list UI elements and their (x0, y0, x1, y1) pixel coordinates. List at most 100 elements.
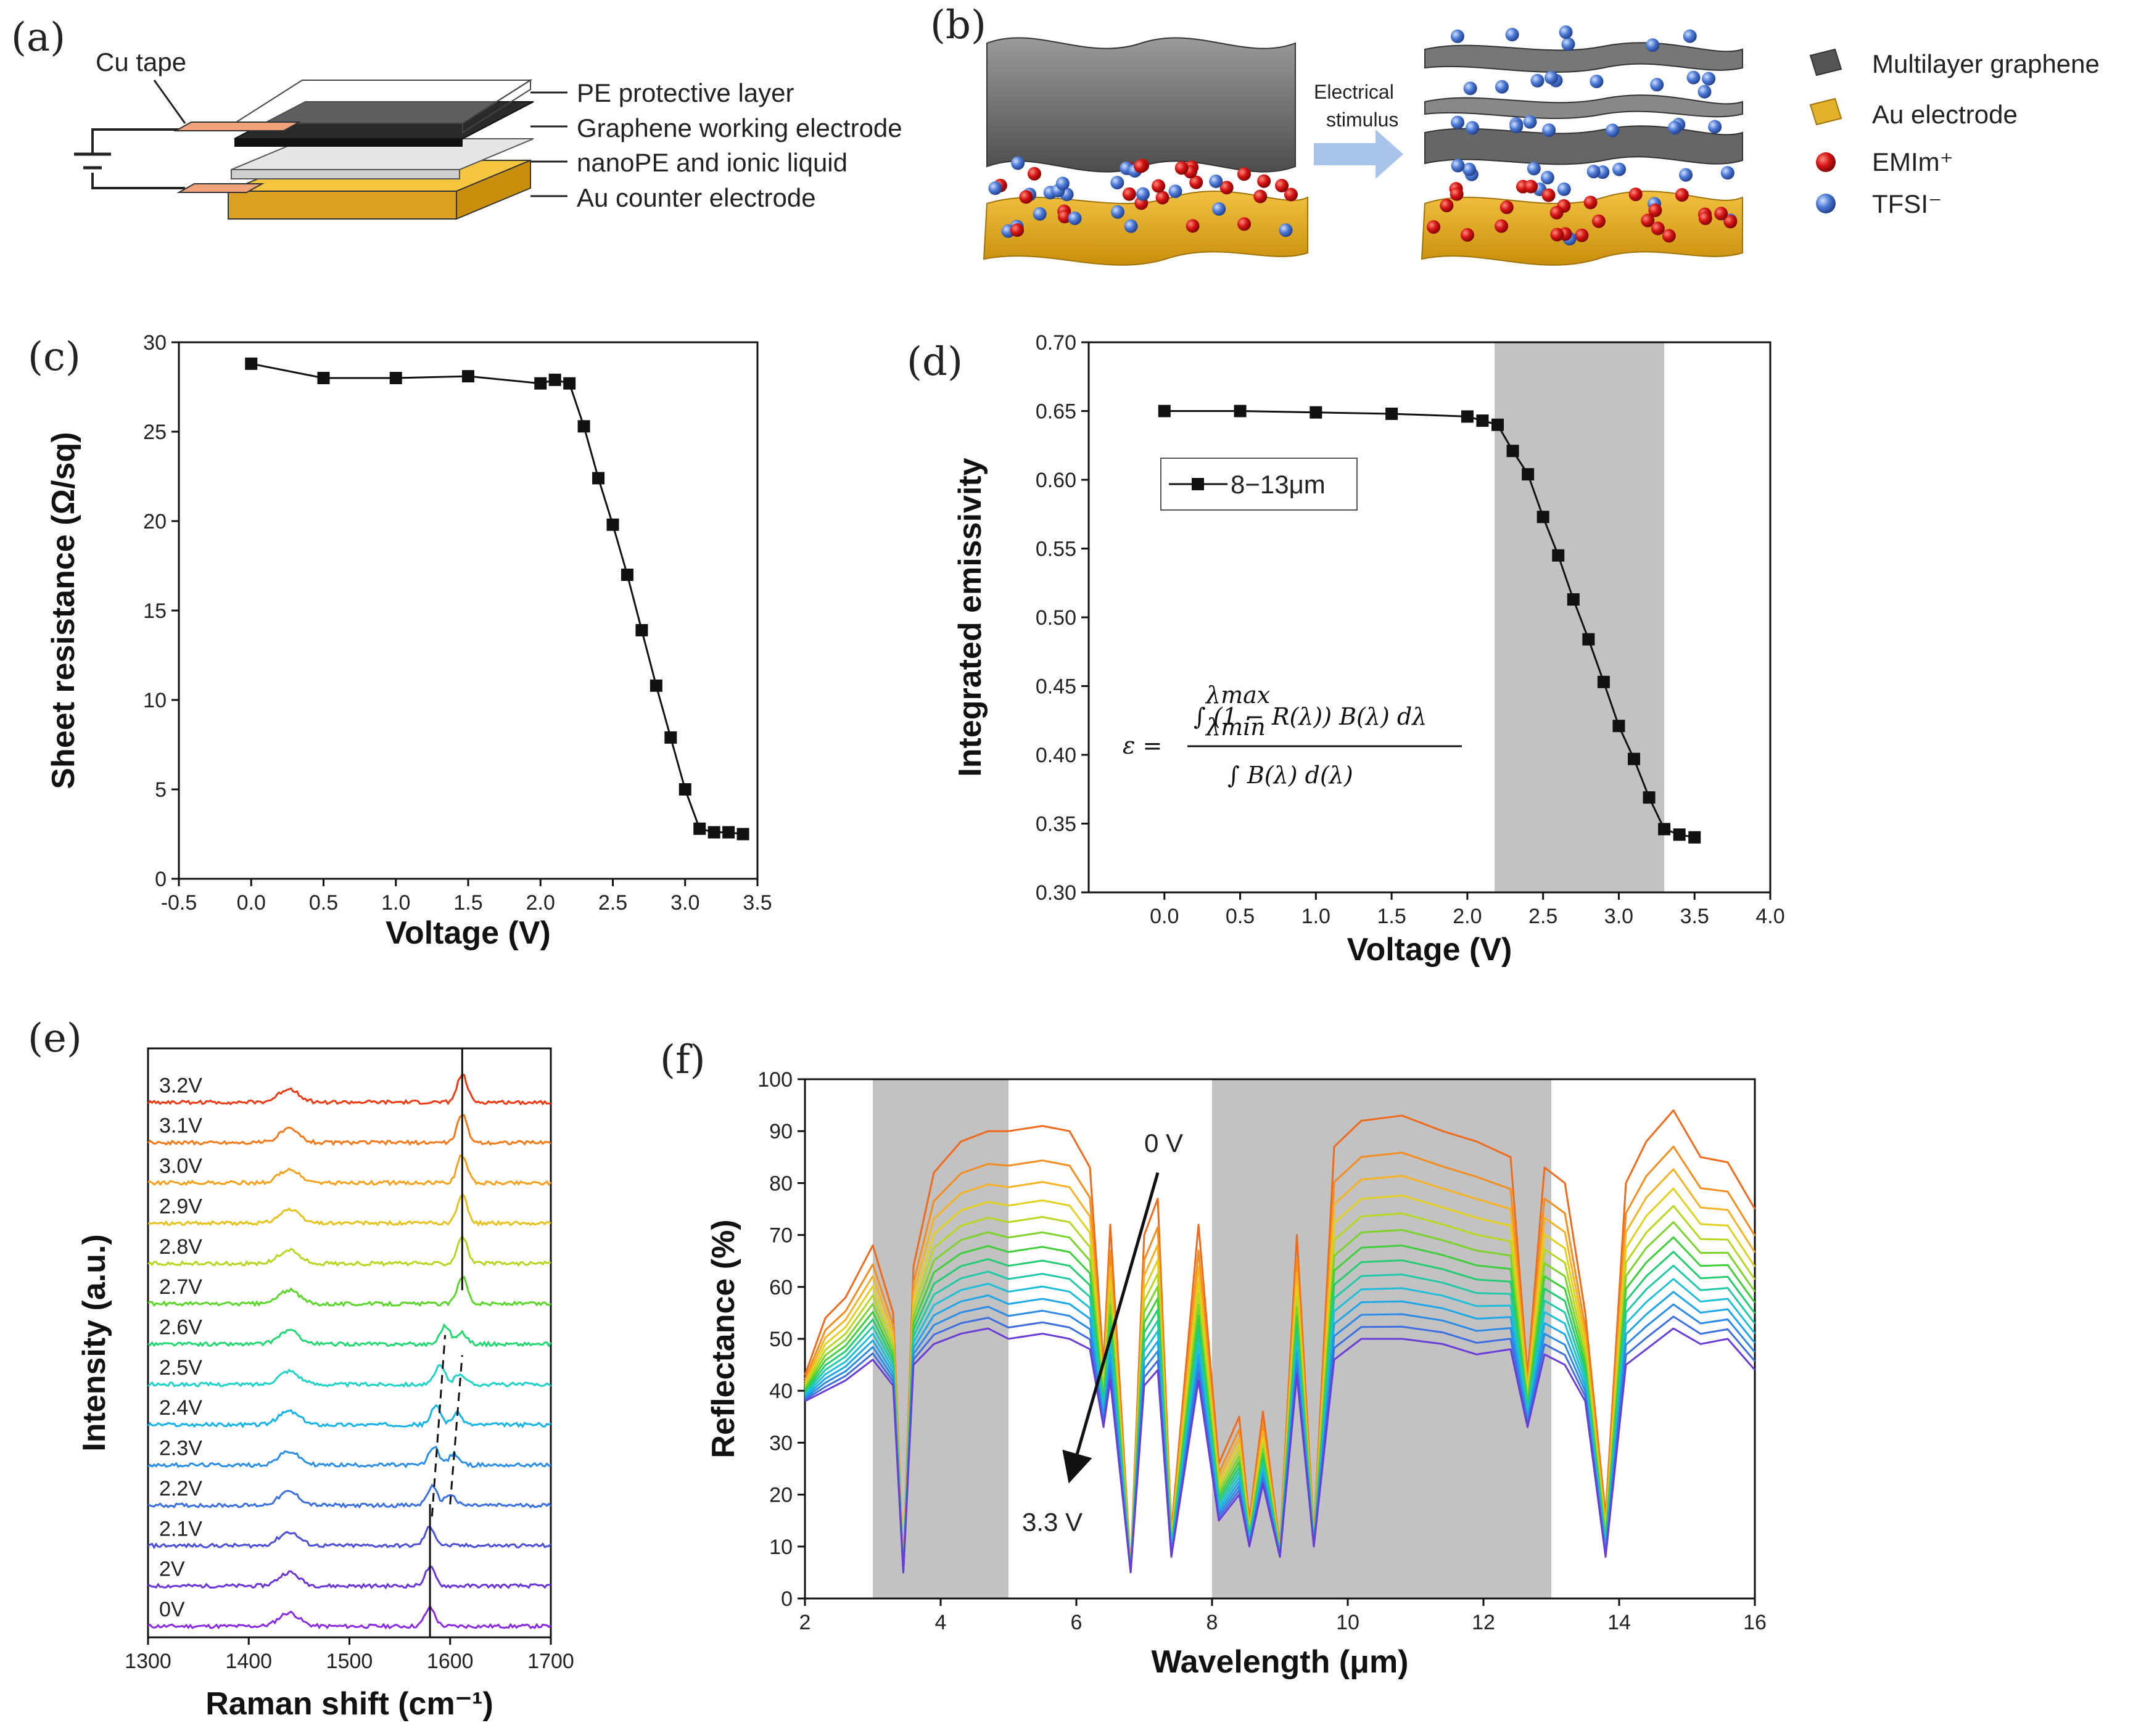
x-tick-label: 2.5 (1528, 905, 1557, 928)
legend-label: 8−13μm (1231, 470, 1326, 499)
x-tick-label: 2.0 (526, 891, 555, 915)
data-point (1582, 633, 1595, 646)
reflectance-curve (804, 1251, 1756, 1572)
tfsi-ion (1686, 70, 1701, 84)
graphene-stack-left (986, 37, 1296, 173)
y-tick-label: 0.50 (1036, 606, 1076, 630)
x-axis-label: Voltage (V) (1347, 932, 1512, 968)
ion (1186, 219, 1200, 233)
tfsi-ion (1451, 115, 1465, 130)
data-point (1385, 407, 1398, 420)
spectrum-label: 2.2V (159, 1477, 202, 1500)
data-point (1612, 720, 1625, 733)
reflectance-curve (804, 1145, 1756, 1569)
ion (1557, 182, 1571, 196)
panel-d-label: (d) (907, 339, 963, 385)
ion (1124, 219, 1138, 233)
ion (1675, 188, 1689, 202)
y-tick-label: 50 (769, 1328, 793, 1351)
chart-emissivity: 0.0 0.5 1.0 1.5 2.0 2.5 3.0 3.5 4.0 0.30 0.35 0.40 0… (952, 331, 1785, 968)
y-tick-label: 15 (143, 599, 167, 623)
ion (1257, 174, 1271, 188)
ion (1641, 213, 1655, 228)
ion (1275, 178, 1289, 192)
y-tick-label: 0.40 (1036, 744, 1076, 767)
au-counter-electrode-edge (456, 159, 531, 220)
panel-e: (e) 1300 1400 1500 1600 1700 Raman shift (cm⁻… (28, 1016, 574, 1722)
raman-spectrum (147, 1565, 551, 1590)
spectrum-label: 2.6V (159, 1316, 202, 1339)
data-point (1597, 675, 1610, 688)
reflectance-curve (804, 1168, 1756, 1570)
data-point (1234, 405, 1247, 418)
y-axis-label: Sheet resistance (Ω/sq) (46, 432, 81, 789)
data-point (650, 679, 662, 692)
raman-spectrum (147, 1235, 551, 1267)
data-point (563, 377, 576, 390)
plot-frame (1087, 341, 1772, 894)
panel-a: (a) Cu tape PE protective layer Graphene… (11, 15, 902, 220)
data-point (722, 826, 735, 839)
data-point (1158, 405, 1171, 418)
ion (1698, 211, 1712, 225)
y-tick-label: 0.60 (1036, 469, 1076, 492)
plot-frame (147, 1047, 552, 1639)
ion (1714, 207, 1728, 221)
spectrum-label: 3.0V (159, 1154, 202, 1178)
ion (1575, 228, 1589, 242)
reflectance-curve (804, 1187, 1756, 1570)
ion (1541, 188, 1556, 202)
ion (1237, 217, 1252, 231)
x-tick-label: 4.0 (1755, 905, 1784, 928)
tfsi-ion (1545, 70, 1559, 84)
label-nanope: nanoPE and ionic liquid (577, 148, 848, 177)
x-tick-label: 1700 (527, 1650, 574, 1673)
x-axis-label: Wavelength (μm) (1151, 1644, 1408, 1680)
chart-sheet-resistance: -0.5 0.0 0.5 1.0 1.5 2.0 2.5 3.0 3.5 0 5 10 15 20 25 30… (46, 331, 772, 951)
spectrum-label: 3.2V (159, 1074, 202, 1097)
data-point (736, 828, 749, 841)
ion (1057, 210, 1071, 224)
panel-f: (f) 2 4 6 8 10 12 14 16 0 10 20 30 40 50 60 70 80 90 100 Wa… (660, 1037, 1767, 1680)
ion (1136, 187, 1150, 201)
ion (1055, 176, 1070, 191)
data-point (1476, 414, 1489, 427)
tfsi-ion (1559, 25, 1573, 39)
ion (1628, 187, 1643, 202)
tfsi-ion (1530, 73, 1545, 88)
equation-numerator: ∫ (1 − R(λ)) B(λ) dλ (1194, 703, 1427, 730)
data-point (317, 372, 330, 384)
peak-trace-dashed (431, 1335, 447, 1517)
panel-b-label: (b) (930, 2, 986, 48)
ion (1155, 191, 1169, 205)
y-tick-label: 5 (155, 778, 167, 802)
cu-tape-top (173, 121, 302, 131)
x-tick-label: 2 (799, 1611, 811, 1634)
y-tick-label: 80 (769, 1172, 793, 1195)
y-tick-label: 10 (143, 689, 167, 712)
y-tick-label: 0 (155, 868, 167, 891)
ion (1111, 205, 1125, 219)
legend-emim-swatch (1816, 152, 1836, 172)
au-electrode-right (1421, 191, 1743, 266)
panel-a-label: (a) (11, 15, 65, 60)
x-tick-label: 3.0 (670, 891, 699, 915)
legend-tfsi-swatch (1816, 194, 1836, 213)
y-tick-label: 0.45 (1036, 675, 1076, 699)
tfsi-ion (1679, 168, 1693, 182)
data-point (679, 783, 691, 796)
data-point (707, 826, 720, 839)
label-3-3v: 3.3 V (1022, 1508, 1083, 1537)
data-point (1628, 752, 1640, 765)
tfsi-ion (1505, 28, 1519, 42)
label-au-counter: Au counter electrode (577, 183, 816, 212)
raman-spectrum (147, 1074, 551, 1106)
reflectance-curve (804, 1327, 1756, 1574)
tfsi-ion (1527, 162, 1541, 176)
ion (1550, 228, 1564, 242)
ions-right (1427, 25, 1738, 246)
x-tick-label: 10 (1336, 1611, 1359, 1634)
data-point (1310, 406, 1322, 419)
x-tick-label: 1500 (326, 1650, 373, 1673)
ion (1651, 221, 1665, 236)
